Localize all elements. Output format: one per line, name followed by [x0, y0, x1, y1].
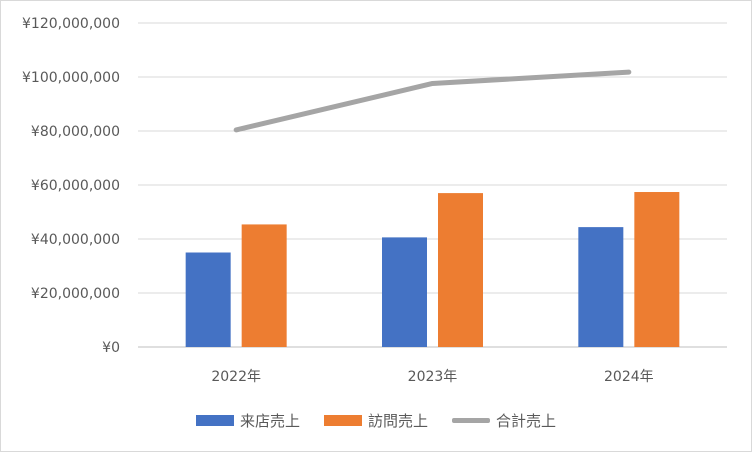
- legend-swatch-series-2: [452, 417, 490, 423]
- combo-chart: ¥0 ¥20,000,000 ¥40,000,000 ¥60,000,000 ¥80,0…: [22, 16, 727, 385]
- x-tick-label: 2024年: [604, 369, 654, 385]
- legend-swatch-series-0: [195, 414, 234, 426]
- bar-1-0: [241, 224, 287, 347]
- series-line-total: [233, 69, 632, 133]
- y-tick-label: ¥60,000,000: [31, 178, 120, 194]
- bar-1-2: [634, 192, 680, 347]
- y-tick-label: ¥100,000,000: [22, 70, 120, 86]
- y-tick-label: ¥0: [102, 340, 120, 356]
- legend-item-series-2: 合計売上: [452, 410, 556, 431]
- legend: 来店売上 訪問売上 合計売上: [0, 406, 752, 434]
- legend-item-series-1: 訪問売上: [323, 410, 428, 431]
- legend-swatch-series-1: [323, 414, 362, 426]
- y-tick-label: ¥20,000,000: [31, 286, 120, 302]
- x-tick-label: 2023年: [408, 369, 458, 385]
- bar-0-1: [382, 237, 427, 347]
- bar-0-0: [185, 252, 231, 347]
- x-tick-label: 2022年: [211, 369, 261, 385]
- y-tick-label: ¥40,000,000: [31, 232, 120, 248]
- legend-item-series-0: 来店売上: [195, 410, 300, 431]
- bar-1-1: [438, 193, 483, 347]
- legend-label-series-2: 合計売上: [496, 411, 557, 430]
- y-tick-label: ¥80,000,000: [31, 124, 120, 140]
- legend-label-series-0: 来店売上: [239, 411, 300, 430]
- y-tick-label: ¥120,000,000: [22, 16, 120, 32]
- legend-label-series-1: 訪問売上: [367, 411, 428, 430]
- bar-0-2: [578, 227, 624, 347]
